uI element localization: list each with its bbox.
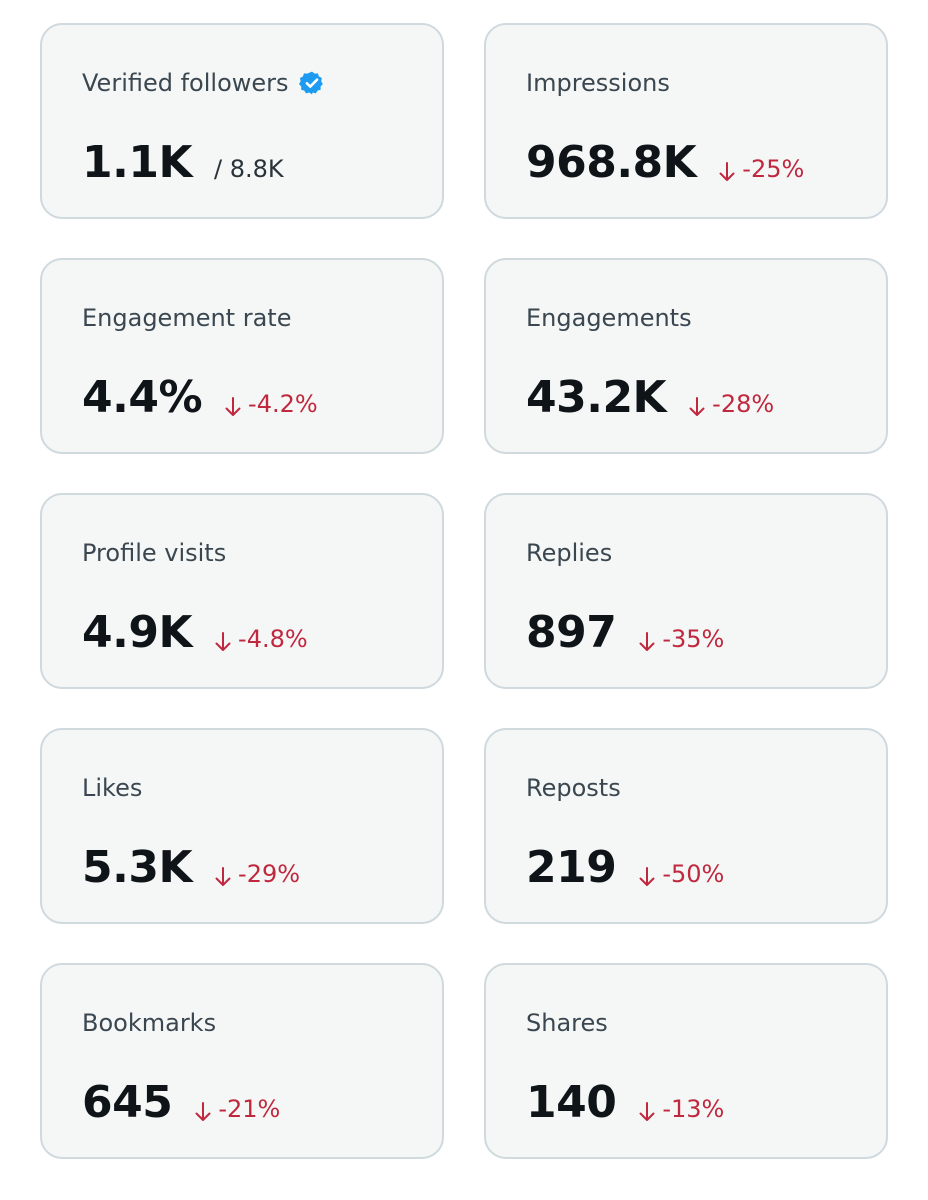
metric-card-reposts[interactable]: Reposts 219 -50% — [484, 728, 888, 924]
metric-label: Reposts — [526, 774, 621, 802]
metric-change-value: -4.8% — [238, 625, 308, 653]
metric-card-shares[interactable]: Shares 140 -13% — [484, 963, 888, 1159]
metric-value-row: 43.2K -28% — [526, 368, 774, 428]
metric-value-row: 645 -21% — [82, 1073, 280, 1133]
metric-value-row: 219 -50% — [526, 838, 724, 898]
arrow-down-icon — [718, 161, 736, 183]
metric-value-row: 140 -13% — [526, 1073, 724, 1133]
metric-value: 43.2K — [526, 372, 667, 423]
metric-label: Profile visits — [82, 539, 227, 567]
metric-change: -28% — [688, 390, 774, 418]
arrow-down-icon — [214, 866, 232, 888]
metric-change-value: -28% — [712, 390, 775, 418]
metric-change: -21% — [194, 1095, 280, 1123]
metric-label: Verified followers — [82, 69, 289, 97]
metric-label: Engagement rate — [82, 304, 292, 332]
metric-value: 5.3K — [82, 842, 193, 893]
metric-card-likes[interactable]: Likes 5.3K -29% — [40, 728, 444, 924]
metric-card-impressions[interactable]: Impressions 968.8K -25% — [484, 23, 888, 219]
metric-change-value: -25% — [742, 155, 805, 183]
metric-change: -4.2% — [224, 390, 318, 418]
metric-value-row: 968.8K -25% — [526, 133, 804, 193]
arrow-down-icon — [194, 1101, 212, 1123]
metric-value: 897 — [526, 607, 617, 658]
verified-badge-icon — [298, 70, 325, 96]
metric-value-row: 4.9K -4.8% — [82, 603, 308, 663]
arrow-down-icon — [688, 396, 706, 418]
metric-change: -35% — [638, 625, 724, 653]
arrow-down-icon — [638, 631, 656, 653]
metric-label: Bookmarks — [82, 1009, 217, 1037]
metric-change: -4.8% — [214, 625, 308, 653]
arrow-down-icon — [214, 631, 232, 653]
metric-change-value: -21% — [218, 1095, 281, 1123]
metric-label-row: Verified followers — [82, 65, 325, 101]
metric-change: -50% — [638, 860, 724, 888]
metric-change-value: -29% — [238, 860, 301, 888]
metric-value-row: 5.3K -29% — [82, 838, 300, 898]
metric-value: 1.1K — [82, 137, 193, 188]
metric-label: Likes — [82, 774, 143, 802]
metric-card-bookmarks[interactable]: Bookmarks 645 -21% — [40, 963, 444, 1159]
metric-card-verified-followers[interactable]: Verified followers 1.1K / 8.8K — [40, 23, 444, 219]
metric-change-value: -35% — [662, 625, 725, 653]
metric-label: Replies — [526, 539, 613, 567]
metric-change: -13% — [638, 1095, 724, 1123]
metric-card-engagements[interactable]: Engagements 43.2K -28% — [484, 258, 888, 454]
arrow-down-icon — [638, 866, 656, 888]
metric-value-row: 1.1K / 8.8K — [82, 133, 284, 193]
metric-card-profile-visits[interactable]: Profile visits 4.9K -4.8% — [40, 493, 444, 689]
metric-change-value: -4.2% — [248, 390, 318, 418]
metric-value-row: 897 -35% — [526, 603, 724, 663]
arrow-down-icon — [224, 396, 242, 418]
metric-card-engagement-rate[interactable]: Engagement rate 4.4% -4.2% — [40, 258, 444, 454]
arrow-down-icon — [638, 1101, 656, 1123]
metric-change-value: -50% — [662, 860, 725, 888]
metric-label: Engagements — [526, 304, 692, 332]
metric-value: 140 — [526, 1077, 617, 1128]
metric-change: -29% — [214, 860, 300, 888]
metric-label: Impressions — [526, 69, 670, 97]
metrics-grid: Verified followers 1.1K / 8.8K Impressio… — [40, 23, 888, 1159]
metric-value: 645 — [82, 1077, 173, 1128]
metric-value: 4.4% — [82, 372, 203, 423]
metric-value: 4.9K — [82, 607, 193, 658]
metric-label: Shares — [526, 1009, 608, 1037]
metric-change: -25% — [718, 155, 804, 183]
metric-card-replies[interactable]: Replies 897 -35% — [484, 493, 888, 689]
metric-total: / 8.8K — [214, 155, 284, 183]
metric-value: 968.8K — [526, 137, 697, 188]
metric-value: 219 — [526, 842, 617, 893]
metric-value-row: 4.4% -4.2% — [82, 368, 318, 428]
metric-change-value: -13% — [662, 1095, 725, 1123]
